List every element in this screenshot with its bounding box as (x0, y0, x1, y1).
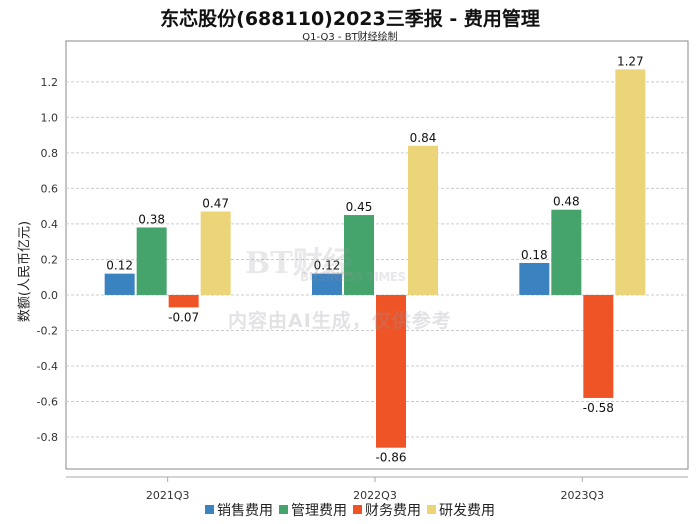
chart-title: 东芯股份(688110)2023三季报 - 费用管理 (160, 8, 540, 30)
data-label: -0.07 (168, 310, 199, 324)
data-label: 0.48 (553, 195, 580, 209)
legend-item: 销售费用 (205, 500, 273, 520)
data-label: 0.38 (138, 212, 165, 226)
y-tick-label: 0.6 (41, 182, 59, 195)
chart-subtitle: Q1-Q3 - BT财经绘制 (302, 32, 398, 43)
bar-财务费用 (168, 294, 199, 308)
bar-财务费用 (376, 294, 406, 448)
bar-研发费用 (408, 145, 438, 295)
bar-销售费用 (312, 273, 342, 295)
bar-管理费用 (551, 209, 582, 295)
legend-label: 管理费用 (291, 503, 347, 519)
y-tick-label: -0.2 (37, 324, 58, 337)
legend-label: 研发费用 (439, 503, 495, 519)
watermark-logo-sub: BUSINESS TIMES (300, 270, 406, 284)
y-tick-label: -0.6 (37, 396, 58, 409)
y-tick-label: 1.2 (41, 76, 59, 89)
legend-swatch (353, 505, 362, 514)
y-tick-label: 0.8 (41, 147, 59, 160)
legend-label: 销售费用 (217, 503, 273, 519)
data-label: 0.84 (410, 131, 437, 145)
legend-swatch (205, 505, 214, 514)
legend-item: 财务费用 (353, 500, 421, 520)
bar-研发费用 (200, 211, 231, 295)
x-tick-label: 2023Q3 (561, 489, 605, 502)
data-label: -0.86 (375, 451, 406, 465)
y-tick-label: -0.8 (37, 431, 58, 444)
legend: 销售费用 管理费用 财务费用 研发费用 (0, 500, 700, 520)
legend-label: 财务费用 (365, 503, 421, 519)
bar-财务费用 (583, 294, 614, 398)
y-tick-label: 0.2 (41, 253, 59, 266)
watermark-logo: BT财经 (245, 246, 353, 281)
data-label: 0.12 (314, 259, 341, 273)
bar-管理费用 (136, 227, 167, 295)
legend-swatch (279, 505, 288, 514)
data-label: 0.47 (202, 196, 229, 210)
legend-swatch (427, 505, 436, 514)
bar-管理费用 (344, 215, 374, 295)
bar-研发费用 (615, 69, 646, 295)
bar-销售费用 (519, 262, 550, 295)
data-label: 0.12 (106, 259, 133, 273)
y-tick-label: 1.0 (41, 111, 59, 124)
x-tick-label: 2021Q3 (146, 489, 190, 502)
watermark-notice: 内容由AI生成，仅供参考 (228, 310, 452, 332)
data-label: -0.58 (583, 401, 614, 415)
data-label: 1.27 (617, 54, 644, 68)
y-tick-label: -0.4 (37, 360, 58, 373)
bar-销售费用 (104, 273, 135, 295)
data-label: 0.18 (521, 248, 548, 262)
x-tick-label: 2022Q3 (353, 489, 397, 502)
legend-item: 管理费用 (279, 500, 347, 520)
legend-item: 研发费用 (427, 500, 495, 520)
y-tick-label: 0.4 (41, 218, 59, 231)
data-label: 0.45 (346, 200, 373, 214)
y-tick-label: 0.0 (41, 289, 59, 302)
